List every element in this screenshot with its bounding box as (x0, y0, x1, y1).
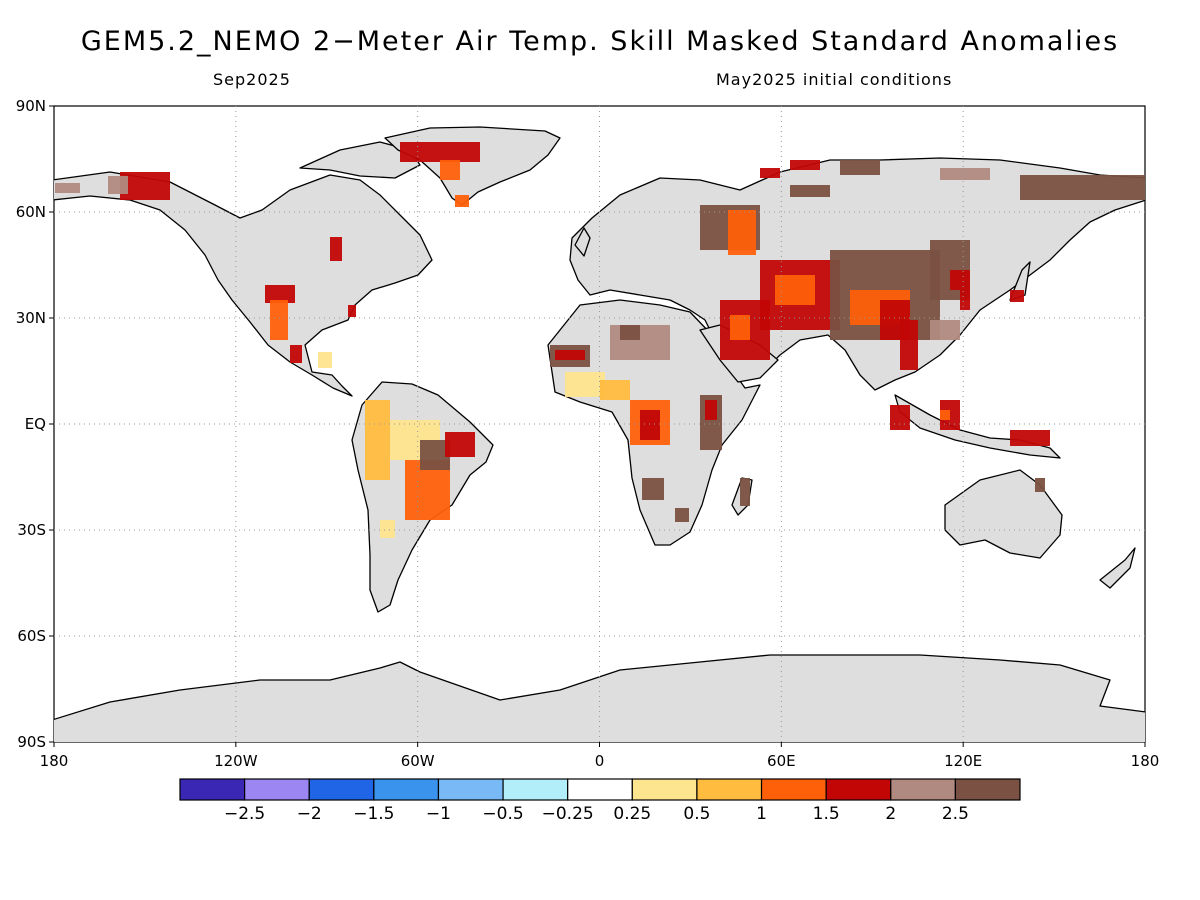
valid-month-label: Sep2025 (213, 70, 291, 89)
anomaly-patch (290, 345, 302, 363)
lon-tick-label: 180 (40, 752, 69, 770)
colorbar-label: 0.5 (683, 804, 710, 824)
lat-tick-label: 60N (16, 203, 46, 221)
colorbar-swatch (567, 778, 633, 801)
anomaly-patch (900, 320, 918, 370)
land-uk (574, 227, 591, 257)
lon-tick-label: 120W (214, 752, 258, 770)
colorbar-label: −2.5 (224, 804, 265, 824)
colorbar-label: −1 (426, 804, 451, 824)
lat-tick-label: 30N (16, 309, 46, 327)
anomaly-patch (1035, 478, 1045, 492)
anomaly-patch (445, 432, 475, 457)
anomaly-patch (380, 520, 395, 538)
colorbar-label: 1 (756, 804, 767, 824)
anomaly-patch (620, 325, 640, 340)
axis-ticks: 180 120W 60W 0 60E 120E 180 90N 60N 30N EQ 30S 60S 90… (16, 97, 1160, 770)
anomaly-patch (728, 210, 756, 255)
colorbar-swatch (437, 778, 504, 801)
lat-tick-label: 90S (17, 733, 46, 751)
land-north-america (54, 171, 433, 397)
colorbar-label: −0.25 (542, 804, 594, 824)
anomaly-patch (348, 305, 356, 317)
anomaly-patch (330, 237, 342, 261)
land-new-zealand (1099, 547, 1136, 589)
lat-tick-label: 60S (17, 627, 46, 645)
lon-tick-label: 180 (1131, 752, 1160, 770)
anomaly-patch (790, 185, 830, 197)
colorbar-label: −1.5 (353, 804, 394, 824)
lon-tick-label: 0 (595, 752, 605, 770)
graticule (54, 106, 1145, 742)
chart-title: GEM5.2_NEMO 2−Meter Air Temp. Skill Mask… (80, 26, 1120, 57)
colorbar-swatch (373, 778, 440, 801)
anomaly-patch (642, 478, 664, 500)
lon-tick-label: 60E (767, 752, 796, 770)
colorbar: −2.5 −2 −1.5 −1 −0.5 −0.25 0.25 0.5 1 1.5 2 2.5 (179, 778, 1021, 824)
anomaly-patch (930, 320, 960, 340)
colorbar-label: 2 (885, 804, 896, 824)
anomaly-patch (760, 168, 780, 178)
colorbar-swatch (179, 778, 246, 801)
colorbar-swatch (696, 778, 763, 801)
lat-tick-label: 90N (16, 97, 46, 115)
anomaly-patch (940, 410, 950, 420)
anomaly-patch (270, 300, 288, 340)
colorbar-label: 0.25 (613, 804, 651, 824)
initial-conditions-label: May2025 initial conditions (716, 70, 953, 89)
anomaly-patch (675, 508, 689, 522)
anomaly-patch (440, 160, 460, 180)
colorbar-label: −2 (297, 804, 322, 824)
anomaly-shading (55, 142, 1145, 538)
anomaly-patch (890, 405, 910, 430)
anomaly-patch (1010, 430, 1050, 446)
map-content (54, 106, 1145, 742)
lat-tick-label: EQ (25, 415, 46, 433)
anomaly-patch (730, 315, 750, 340)
anomaly-patch (1020, 175, 1145, 200)
colorbar-swatch (760, 778, 827, 801)
anomaly-patch (55, 183, 80, 193)
anomaly-patch (108, 176, 128, 194)
anomaly-patch (365, 400, 390, 480)
colorbar-label: 2.5 (942, 804, 969, 824)
anomaly-patch (1010, 290, 1024, 302)
anomaly-patch (705, 400, 717, 420)
anomaly-patch (640, 410, 660, 440)
colorbar-swatch (890, 778, 956, 801)
anomaly-patch (950, 270, 970, 290)
colorbar-swatch (308, 778, 375, 801)
anomaly-patch (775, 275, 815, 305)
anomaly-patch (400, 142, 480, 162)
land-canada-islands (299, 141, 421, 179)
anomaly-patch (120, 172, 170, 200)
anomaly-patch (940, 168, 990, 180)
anomaly-patch (790, 160, 820, 170)
anomaly-patch (318, 352, 332, 368)
colorbar-swatch (954, 778, 1021, 801)
anomaly-patch (565, 372, 605, 397)
land-australia (944, 469, 1063, 559)
lon-tick-label: 60W (401, 752, 435, 770)
lat-tick-label: 30S (17, 521, 46, 539)
anomaly-patch (840, 160, 880, 175)
colorbar-swatch (631, 778, 698, 801)
anomaly-patch (265, 285, 295, 303)
land-antarctica (54, 654, 1145, 742)
colorbar-label: 1.5 (813, 804, 840, 824)
anomaly-patch (960, 290, 970, 310)
lon-tick-label: 120E (944, 752, 982, 770)
anomaly-patch (600, 380, 630, 400)
anomaly-patch (455, 195, 469, 207)
colorbar-swatch (825, 778, 892, 801)
colorbar-label: −0.5 (482, 804, 523, 824)
colorbar-swatch (502, 778, 569, 801)
anomaly-patch (555, 350, 585, 360)
colorbar-swatch (244, 778, 310, 801)
anomaly-patch (740, 478, 750, 506)
